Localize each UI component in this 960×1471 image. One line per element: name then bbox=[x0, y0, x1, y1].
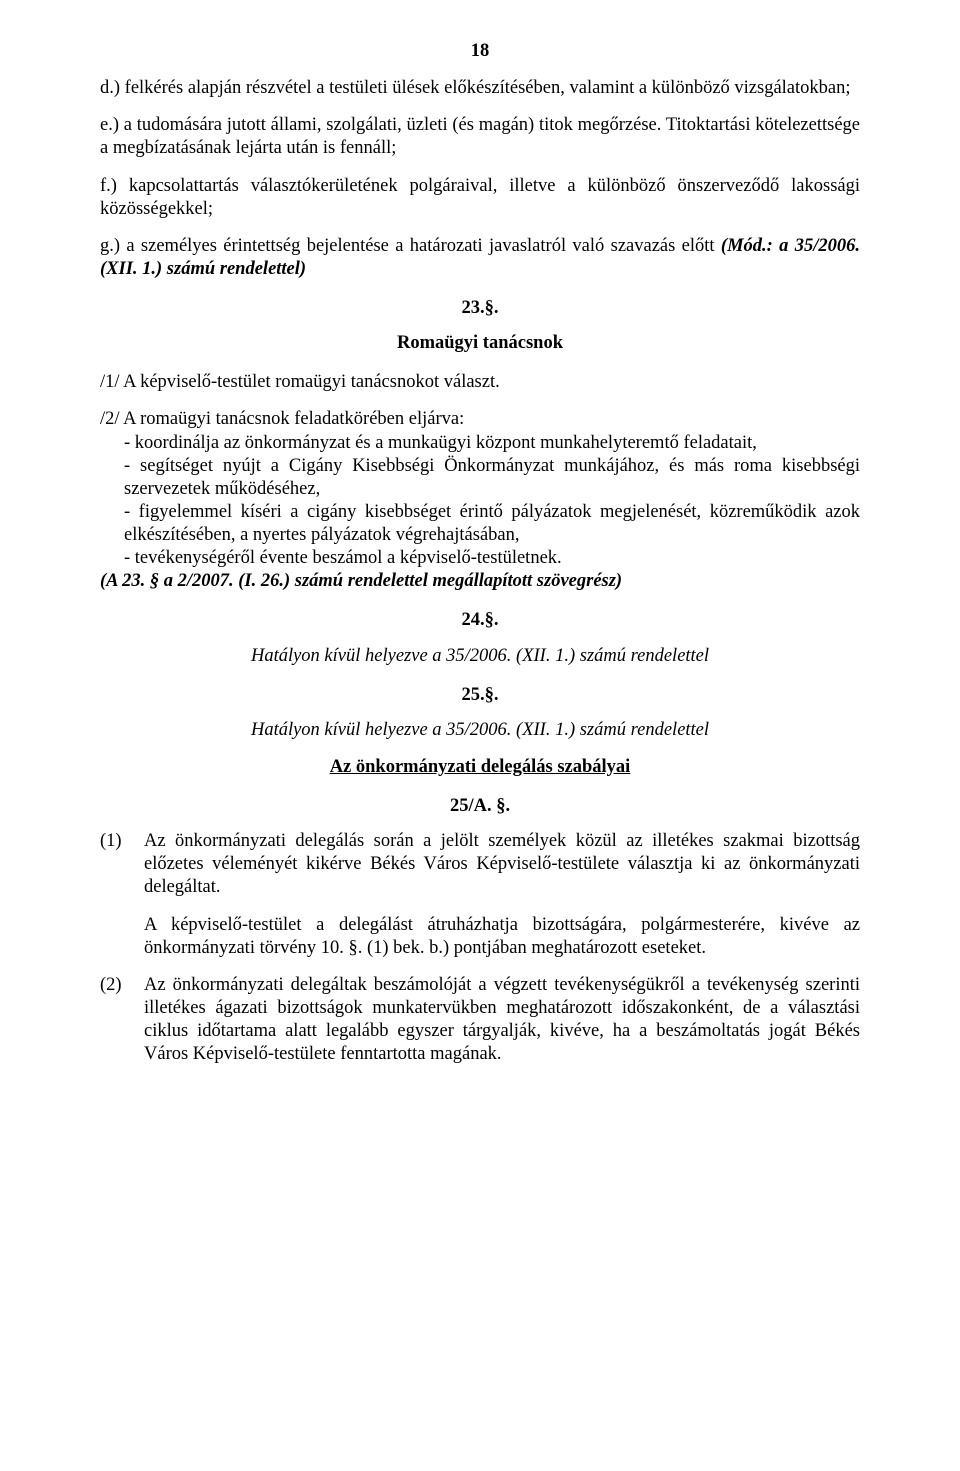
item-f: f.) kapcsolattartás választókerületének … bbox=[100, 175, 860, 221]
section-23-p2-b2: - segítséget nyújt a Cigány Kisebbségi Ö… bbox=[124, 455, 860, 501]
document-page: 18 d.) felkérés alapján részvétel a test… bbox=[0, 0, 960, 1471]
section-23-p2: /2/ A romaügyi tanácsnok feladatkörében … bbox=[100, 408, 860, 593]
section-23-p2-intro: /2/ A romaügyi tanácsnok feladatkörében … bbox=[100, 408, 860, 431]
section-25-note: Hatályon kívül helyezve a 35/2006. (XII.… bbox=[100, 719, 860, 742]
section-23-title: Romaügyi tanácsnok bbox=[100, 332, 860, 355]
section-23-number: 23.§. bbox=[100, 297, 860, 320]
section-23-p2-b3: - figyelemmel kíséri a cigány kisebbsége… bbox=[124, 501, 860, 547]
section-23-p2-b4: - tevékenységéről évente beszámol a képv… bbox=[124, 547, 860, 570]
section-23-p2-b1: - koordinálja az önkormányzat és a munka… bbox=[124, 432, 860, 455]
section-24-note: Hatályon kívül helyezve a 35/2006. (XII.… bbox=[100, 645, 860, 668]
numbered-item-1: (1) Az önkormányzati delegálás során a j… bbox=[100, 830, 860, 899]
delegation-heading: Az önkormányzati delegálás szabályai bbox=[100, 756, 860, 779]
section-23-p1: /1/ A képviselő-testület romaügyi tanács… bbox=[100, 371, 860, 394]
numbered-item-1-p2-text: A képviselő-testület a delegálást átruhá… bbox=[144, 914, 860, 960]
section-24-number: 24.§. bbox=[100, 609, 860, 632]
section-25-number: 25.§. bbox=[100, 684, 860, 707]
page-number: 18 bbox=[100, 40, 860, 63]
item-d: d.) felkérés alapján részvétel a testüle… bbox=[100, 77, 860, 100]
numbered-item-1-p2: A képviselő-testület a delegálást átruhá… bbox=[100, 914, 860, 960]
numbered-item-1-p2-spacer bbox=[100, 914, 144, 960]
numbered-item-2-num: (2) bbox=[100, 974, 144, 1067]
section-23-note: (A 23. § a 2/2007. (I. 26.) számú rendel… bbox=[100, 570, 860, 593]
numbered-item-2: (2) Az önkormányzati delegáltak beszámol… bbox=[100, 974, 860, 1067]
item-e: e.) a tudomására jutott állami, szolgála… bbox=[100, 114, 860, 160]
numbered-item-1-num: (1) bbox=[100, 830, 144, 899]
section-25a-number: 25/A. §. bbox=[100, 795, 860, 818]
item-g-text: g.) a személyes érintettség bejelentése … bbox=[100, 236, 721, 256]
item-g: g.) a személyes érintettség bejelentése … bbox=[100, 235, 860, 281]
numbered-item-2-text: Az önkormányzati delegáltak beszámolóját… bbox=[144, 974, 860, 1067]
numbered-item-1-text: Az önkormányzati delegálás során a jelöl… bbox=[144, 830, 860, 899]
